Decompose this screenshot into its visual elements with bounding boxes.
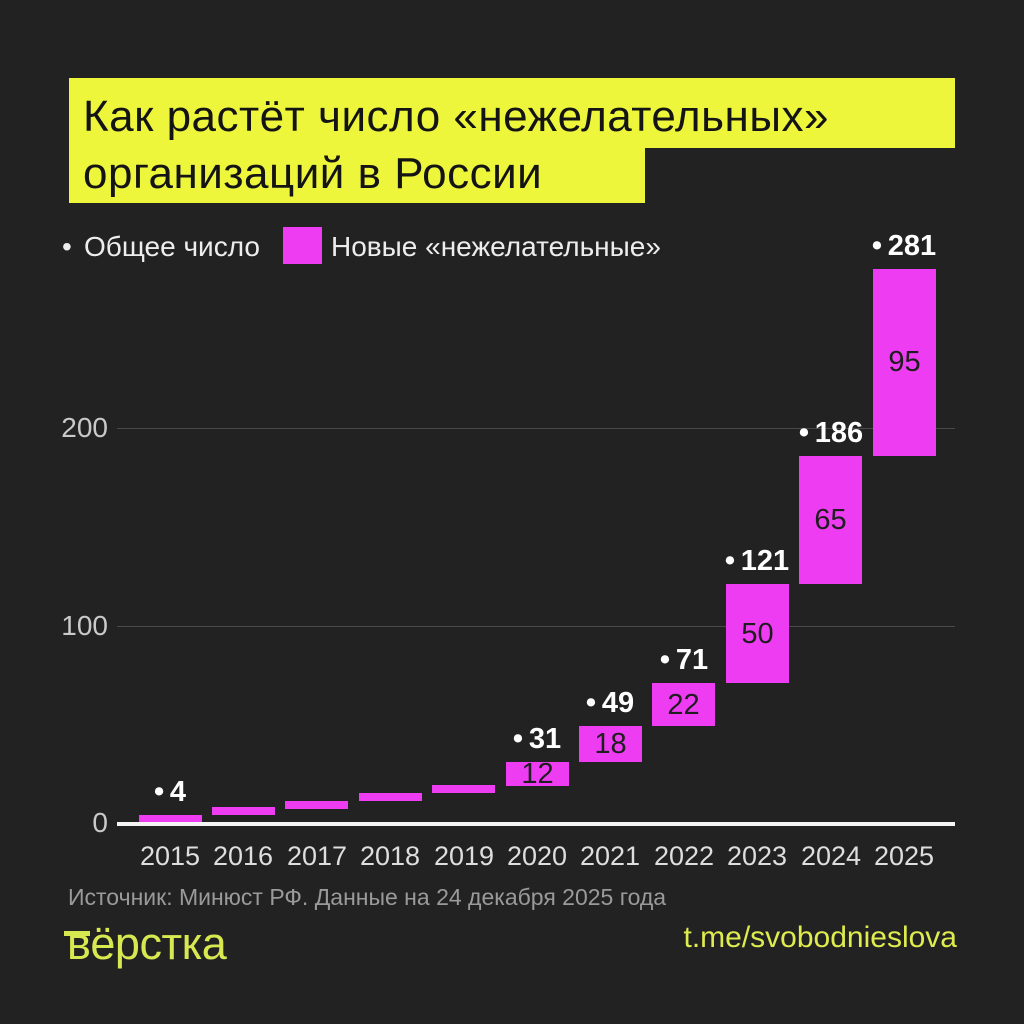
legend-new-swatch-icon xyxy=(283,227,322,264)
bar-value-label-2025: 95 xyxy=(888,346,921,378)
bar-2015 xyxy=(139,815,202,823)
gridline-200 xyxy=(117,428,955,429)
bar-value-label-2023: 50 xyxy=(741,618,774,650)
gridline-100 xyxy=(117,626,955,627)
bar-2020 xyxy=(506,762,569,786)
x-tick-label-2020: 2020 xyxy=(506,841,568,871)
total-label-2015: • 4 xyxy=(153,776,187,808)
bar-2018 xyxy=(359,793,422,801)
legend-total-marker-icon: • xyxy=(62,231,72,262)
bar-value-label-2022: 22 xyxy=(667,689,700,721)
x-tick-label-2022: 2022 xyxy=(653,841,715,871)
x-tick-label-2023: 2023 xyxy=(726,841,788,871)
x-tick-label-2025: 2025 xyxy=(873,841,935,871)
bar-2023 xyxy=(726,584,789,683)
bar-2019 xyxy=(432,785,495,793)
x-axis-line xyxy=(117,822,955,826)
bar-2025 xyxy=(873,269,936,456)
x-tick-label-2019: 2019 xyxy=(433,841,495,871)
source-note: Источник: Минюст РФ. Данные на 24 декабр… xyxy=(68,884,667,910)
bar-value-label-2024: 65 xyxy=(814,504,847,536)
bar-2021 xyxy=(579,726,642,762)
x-tick-label-2016: 2016 xyxy=(212,841,274,871)
logo-accent-bar xyxy=(64,931,90,936)
x-tick-label-2015: 2015 xyxy=(139,841,201,871)
y-tick-label-100: 100 xyxy=(61,610,108,641)
page-title-line-2: организаций в России xyxy=(69,148,645,203)
telegram-link[interactable]: t.me/svobodnieslova xyxy=(683,921,958,954)
total-label-2025: • 281 xyxy=(871,230,937,262)
x-tick-label-2024: 2024 xyxy=(800,841,862,871)
x-tick-label-2021: 2021 xyxy=(579,841,641,871)
bar-2024 xyxy=(799,456,862,584)
y-tick-label-0: 0 xyxy=(92,807,108,838)
total-label-2022: • 71 xyxy=(659,644,709,676)
y-tick-label-200: 200 xyxy=(61,412,108,443)
total-label-2023: • 121 xyxy=(724,545,790,577)
x-tick-label-2017: 2017 xyxy=(286,841,348,871)
page-title-line-1: Как растёт число «нежелательных» xyxy=(69,78,955,148)
bar-2016 xyxy=(212,807,275,815)
bar-value-label-2020: 12 xyxy=(521,758,554,790)
x-tick-label-2018: 2018 xyxy=(359,841,421,871)
total-label-2024: • 186 xyxy=(798,417,864,449)
total-label-2020: • 31 xyxy=(512,723,562,755)
legend-new-label: Новые «нежелательные» xyxy=(331,231,661,262)
verstka-logo: вёрстка xyxy=(67,918,227,969)
total-label-2021: • 49 xyxy=(585,687,635,719)
bar-2017 xyxy=(285,801,348,809)
bar-value-label-2021: 18 xyxy=(594,728,627,760)
bar-2022 xyxy=(652,683,715,726)
legend-total-label: Общее число xyxy=(84,231,260,262)
